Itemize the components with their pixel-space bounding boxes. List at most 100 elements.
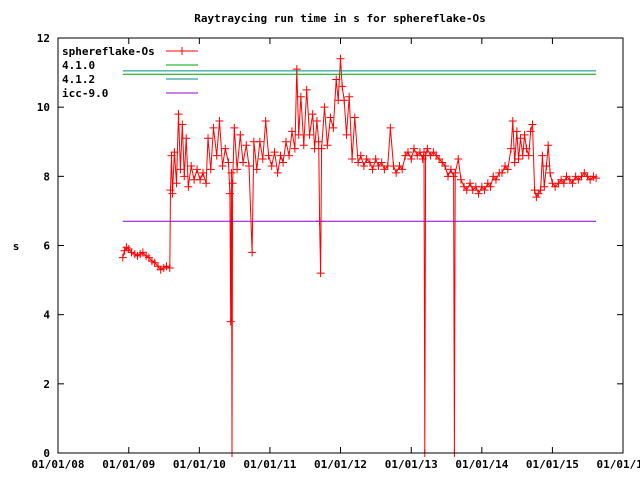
data-point [242,141,251,150]
data-point [182,134,191,143]
data-point [510,158,519,167]
data-point [170,148,179,157]
data-point [176,165,185,174]
data-point [281,137,290,146]
data-point [574,175,583,184]
data-point [308,110,317,119]
data-point [255,137,264,146]
data-point [312,117,321,125]
data-point [420,148,429,157]
data-point [212,151,221,160]
data-point [474,189,483,198]
data-point [362,155,371,164]
data-point [323,141,332,150]
chart-title: Raytraycing run time in s for sphereflak… [194,12,485,25]
data-point [310,144,319,153]
data-point [204,134,213,143]
data-point [528,120,537,129]
data-point [267,161,276,170]
x-tick-label: 01/01/13 [385,458,438,471]
legend-label: 4.1.0 [62,59,95,72]
legend-marker [178,47,186,55]
data-point [118,253,127,262]
data-point [454,155,463,164]
data-point [165,263,174,272]
data-point [456,175,465,184]
data-point [368,165,377,174]
data-point [174,110,183,119]
data-point [299,141,308,150]
data-point [218,161,227,170]
data-point [127,248,136,257]
series-line-sphereflake-os [122,58,597,454]
data-point [348,155,357,164]
data-point [294,130,303,139]
y-tick-label: 10 [37,101,50,114]
data-point [245,161,254,170]
data-point [480,186,489,195]
data-point [326,113,335,122]
data-point [466,179,475,188]
data-point [196,175,205,184]
data-point [273,168,282,177]
data-point [340,96,349,105]
y-tick-label: 12 [37,32,50,45]
data-point [409,144,418,153]
data-point [227,168,236,177]
data-point [592,174,601,183]
data-point [542,161,551,170]
data-point [302,85,311,94]
data-point [287,127,296,136]
data-point [120,246,129,255]
x-tick-label: 01/01/11 [243,458,296,471]
data-point [329,123,338,132]
data-point [536,186,545,195]
y-tick-label: 2 [43,378,50,391]
y-tick-label: 6 [43,240,50,253]
data-point [228,179,237,188]
data-point [150,258,159,267]
data-point [359,161,368,170]
data-point [524,151,533,160]
data-point [538,151,547,160]
data-point [544,141,553,150]
data-point [225,189,234,198]
data-point [562,172,571,181]
data-point [338,82,347,91]
data-point [508,117,517,125]
x-tick-label: 01/01/10 [173,458,226,471]
data-point [371,155,380,164]
data-point [423,144,432,153]
data-point [532,193,541,202]
data-point [276,151,285,160]
data-point [239,158,248,167]
data-point [350,113,359,122]
data-point [441,161,450,170]
data-point [520,130,529,139]
data-point [374,161,383,170]
y-axis-label: s [13,240,20,253]
data-point [166,186,175,195]
data-point [224,158,233,167]
y-axis: 0 2 4 6 8 10 12 [37,32,623,460]
data-point [356,151,365,160]
x-axis: 01/01/08 01/01/09 01/01/10 01/01/11 01/01/12… [32,38,640,471]
x-tick-label: 01/01/09 [102,458,155,471]
data-point [162,262,171,271]
x-tick-label: 01/01/08 [32,458,85,471]
x-tick-label: 01/01/12 [314,458,367,471]
data-point [507,144,516,153]
data-point [526,127,535,136]
data-point [314,137,323,146]
data-point [342,130,351,139]
data-point [230,123,239,132]
data-point [178,120,187,129]
data-point [261,117,270,125]
data-point [568,179,577,188]
x-tick-label: 01/01/16 [597,458,640,471]
data-point [221,144,230,153]
data-point [172,179,181,188]
data-point [336,54,345,63]
